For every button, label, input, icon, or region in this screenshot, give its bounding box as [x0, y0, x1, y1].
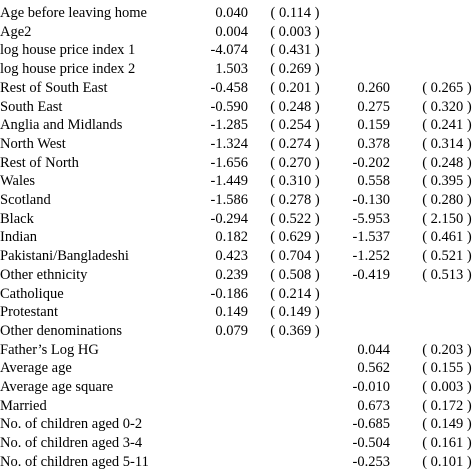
estimate: -0.419 [352, 266, 390, 283]
std-error: ( 0.201 ) [270, 79, 320, 96]
estimate: -0.685 [352, 416, 390, 433]
row-label: Indian [0, 229, 38, 246]
estimate: 0.378 [357, 135, 390, 152]
std-error: ( 0.522 ) [270, 210, 320, 227]
std-error: ( 0.629 ) [270, 229, 320, 246]
std-error: ( 0.114 ) [270, 5, 320, 21]
std-error: ( 0.270 ) [270, 154, 320, 171]
estimate: -1.449 [210, 173, 248, 190]
estimate: 0.149 [215, 304, 248, 321]
std-error: ( 0.161 ) [422, 435, 472, 452]
std-error: ( 0.241 ) [422, 117, 472, 134]
std-error: ( 0.314 ) [422, 135, 472, 152]
estimate: 1.503 [215, 61, 248, 78]
estimate: -0.253 [352, 453, 390, 470]
row-label: Catholique [0, 285, 64, 302]
std-error: ( 0.172 ) [422, 397, 472, 414]
row-label: South East [0, 98, 63, 115]
std-error: ( 0.278 ) [270, 192, 320, 208]
row-label: Pakistani/Bangladeshi [0, 248, 129, 265]
std-error: ( 0.254 ) [270, 117, 320, 134]
row-label: Protestant [0, 304, 58, 321]
row-label: No. of children aged 3-4 [0, 435, 143, 452]
std-error: ( 0.521 ) [422, 248, 472, 265]
estimate: -1.285 [210, 117, 248, 134]
row-label: Scotland [0, 192, 51, 208]
estimate: -0.130 [352, 192, 390, 208]
std-error: ( 0.280 ) [422, 192, 472, 208]
std-error: ( 0.003 ) [270, 23, 320, 40]
std-error: ( 0.395 ) [422, 173, 472, 190]
row-label: Anglia and Midlands [0, 117, 123, 134]
std-error: ( 0.003 ) [422, 379, 472, 395]
row-label: No. of children aged 0-2 [0, 416, 143, 433]
row-label: Black [0, 210, 34, 227]
estimate: -0.504 [352, 435, 390, 452]
estimate: -0.294 [210, 210, 248, 227]
std-error: ( 0.265 ) [422, 79, 472, 96]
row-label: Average age [0, 360, 72, 377]
estimate: 0.004 [215, 23, 248, 40]
estimate: 0.562 [357, 360, 390, 377]
std-error: ( 0.704 ) [270, 248, 320, 265]
estimate: -4.074 [210, 42, 248, 59]
estimate: 0.044 [357, 341, 390, 358]
std-error: ( 0.431 ) [270, 42, 320, 59]
std-error: ( 0.369 ) [270, 322, 320, 339]
std-error: ( 0.101 ) [422, 453, 472, 470]
std-error: ( 0.155 ) [422, 360, 472, 377]
estimate: 0.079 [215, 322, 248, 339]
estimate: -0.202 [352, 154, 390, 171]
row-label: No. of children aged 5-11 [0, 453, 149, 470]
estimate: -1.586 [210, 192, 248, 208]
estimate: 0.558 [357, 173, 390, 190]
std-error: ( 0.508 ) [270, 266, 320, 283]
estimate: 0.239 [215, 266, 248, 283]
std-error: ( 0.214 ) [270, 285, 320, 302]
row-label: Married [0, 397, 47, 414]
std-error: ( 0.149 ) [422, 416, 472, 433]
std-error: ( 0.461 ) [422, 229, 472, 246]
row-label: Father’s Log HG [0, 341, 99, 358]
row-label: Age2 [0, 23, 32, 40]
estimate: 0.275 [357, 98, 390, 115]
estimate: 0.159 [357, 117, 390, 134]
estimate: -5.953 [352, 210, 390, 227]
estimate: -1.656 [210, 154, 248, 171]
estimate: 0.182 [215, 229, 248, 246]
estimate: -0.458 [210, 79, 248, 96]
std-error: ( 0.149 ) [270, 304, 320, 321]
estimate: 0.423 [215, 248, 248, 265]
row-label: Age before leaving home [0, 5, 147, 21]
estimate: -0.010 [352, 379, 390, 395]
std-error: ( 0.203 ) [422, 341, 472, 358]
std-error: ( 0.274 ) [270, 135, 320, 152]
row-label: Wales [0, 173, 36, 190]
std-error: ( 0.248 ) [270, 98, 320, 115]
std-error: ( 0.248 ) [422, 154, 472, 171]
std-error: ( 0.320 ) [422, 98, 472, 115]
row-label: Other ethnicity [0, 266, 88, 283]
estimate: -0.590 [210, 98, 248, 115]
estimate: -0.186 [210, 285, 248, 302]
std-error: ( 0.310 ) [270, 173, 320, 190]
row-label: Other denominations [0, 322, 123, 339]
estimate: -1.537 [352, 229, 390, 246]
row-label: Rest of North [0, 154, 79, 171]
row-label: log house price index 1 [0, 42, 136, 59]
estimate: 0.673 [357, 397, 390, 414]
row-label: Rest of South East [0, 79, 108, 96]
std-error: ( 0.269 ) [270, 61, 320, 78]
row-label: log house price index 2 [0, 61, 136, 78]
estimate: -1.252 [352, 248, 390, 265]
row-label: North West [0, 135, 66, 152]
std-error: ( 0.513 ) [422, 266, 472, 283]
std-error: ( 2.150 ) [422, 210, 472, 227]
estimate: 0.260 [357, 79, 390, 96]
estimate: -1.324 [210, 135, 248, 152]
estimate: 0.040 [215, 5, 248, 21]
row-label: Average age square [0, 379, 114, 395]
